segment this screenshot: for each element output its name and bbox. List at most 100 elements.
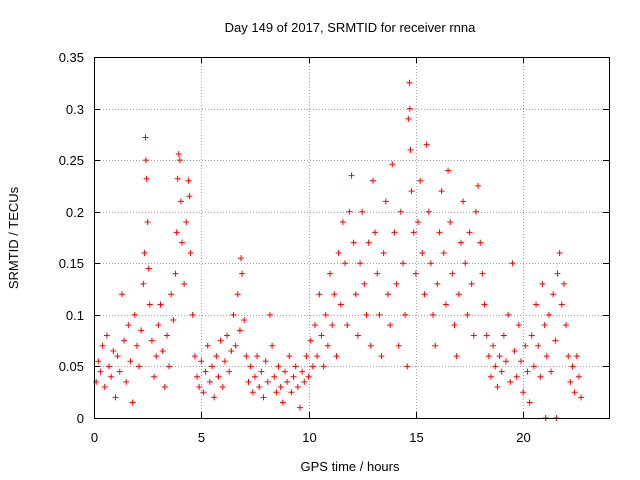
data-point xyxy=(479,270,486,277)
y-tick-label: 0.1 xyxy=(66,308,84,323)
data-point xyxy=(376,311,383,318)
data-point xyxy=(354,332,361,339)
x-tick-label: 5 xyxy=(198,430,205,445)
data-point xyxy=(402,311,409,318)
x-tick-label: 0 xyxy=(91,430,98,445)
data-point xyxy=(118,291,125,298)
data-point xyxy=(543,353,550,360)
data-point xyxy=(217,337,224,344)
data-point xyxy=(286,353,293,360)
data-point xyxy=(142,157,149,164)
data-point xyxy=(251,373,258,380)
data-point xyxy=(318,332,325,339)
data-point xyxy=(548,368,555,375)
data-point xyxy=(335,249,342,256)
data-point xyxy=(569,363,576,370)
data-point xyxy=(541,322,548,329)
data-point xyxy=(256,384,263,391)
data-point xyxy=(372,229,379,236)
data-point xyxy=(417,177,424,184)
y-tick-label: 0.15 xyxy=(59,256,84,271)
data-point xyxy=(322,311,329,318)
data-point xyxy=(507,378,514,385)
data-point xyxy=(455,291,462,298)
data-point xyxy=(301,378,308,385)
data-point xyxy=(404,363,411,370)
data-point xyxy=(307,337,314,344)
data-point xyxy=(224,332,231,339)
data-point xyxy=(421,291,428,298)
data-point xyxy=(211,394,218,401)
data-point xyxy=(316,291,323,298)
data-point xyxy=(475,182,482,189)
data-point xyxy=(337,301,344,308)
data-point xyxy=(148,337,155,344)
data-point xyxy=(230,311,237,318)
data-point xyxy=(284,378,291,385)
data-point xyxy=(526,399,533,406)
data-point xyxy=(407,146,414,153)
data-point xyxy=(571,389,578,396)
data-point xyxy=(397,208,404,215)
data-point xyxy=(127,358,134,365)
data-point xyxy=(142,134,149,141)
data-point xyxy=(331,291,338,298)
data-point xyxy=(254,353,261,360)
data-point xyxy=(249,389,256,396)
data-point xyxy=(539,280,546,287)
data-point xyxy=(324,342,331,349)
data-point xyxy=(297,404,303,411)
data-point xyxy=(537,373,544,380)
data-point xyxy=(133,342,140,349)
data-point xyxy=(468,280,475,287)
data-point xyxy=(281,368,288,375)
data-point xyxy=(498,368,505,375)
data-point xyxy=(500,332,507,339)
data-point xyxy=(279,399,286,406)
data-point xyxy=(320,363,327,370)
data-point xyxy=(181,280,188,287)
data-point xyxy=(103,332,110,339)
data-point xyxy=(131,311,138,318)
data-point xyxy=(384,291,391,298)
data-point xyxy=(123,378,130,385)
data-point xyxy=(567,378,574,385)
data-point xyxy=(565,353,572,360)
data-point xyxy=(487,373,494,380)
data-point xyxy=(125,322,132,329)
data-point xyxy=(176,157,183,164)
data-point xyxy=(196,384,203,391)
data-point xyxy=(239,270,246,277)
y-tick-label: 0.05 xyxy=(59,359,84,374)
x-tick-label: 20 xyxy=(516,430,530,445)
data-point xyxy=(365,239,372,246)
data-point xyxy=(234,291,241,298)
data-point xyxy=(108,373,115,380)
data-point xyxy=(260,394,267,401)
data-point xyxy=(423,141,430,148)
data-point xyxy=(168,291,175,298)
y-tick-label: 0.35 xyxy=(59,50,84,65)
data-point xyxy=(198,358,205,365)
data-point xyxy=(99,342,106,349)
data-point xyxy=(266,311,273,318)
data-point xyxy=(419,249,426,256)
data-point xyxy=(457,239,464,246)
data-point xyxy=(400,260,406,267)
data-point xyxy=(503,358,509,365)
data-point xyxy=(200,389,207,396)
data-points xyxy=(93,79,585,421)
data-point xyxy=(159,347,166,354)
data-point xyxy=(170,317,177,324)
data-point xyxy=(161,384,168,391)
data-point xyxy=(277,384,284,391)
data-point xyxy=(236,327,243,334)
data-point xyxy=(522,342,529,349)
data-point xyxy=(209,363,216,370)
data-point xyxy=(157,301,164,308)
data-point xyxy=(177,198,184,205)
data-point xyxy=(520,389,527,396)
data-point xyxy=(513,373,520,380)
data-point xyxy=(194,373,200,380)
data-point xyxy=(389,161,396,168)
